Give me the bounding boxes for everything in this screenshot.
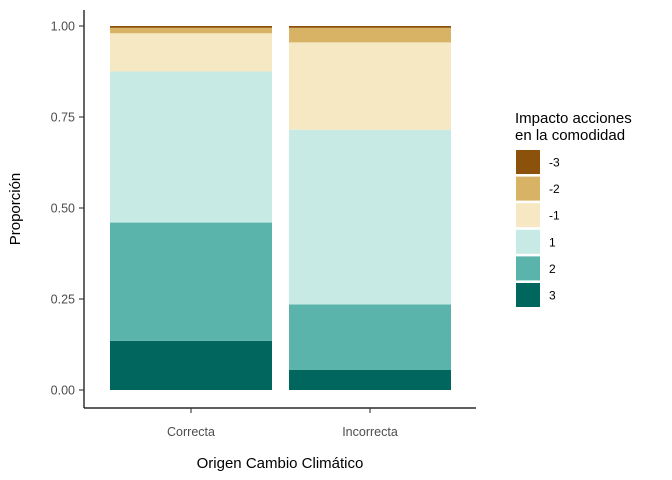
bars-group (110, 26, 451, 390)
bar-segment-1-series-1 (110, 26, 272, 28)
legend-key-5 (516, 256, 540, 281)
x-axis-title: Origen Cambio Climático (197, 455, 364, 472)
legend-title-line-2: en la comodidad (515, 127, 625, 144)
legend-key-1 (516, 150, 540, 174)
bar-segment-2-series-3 (289, 42, 451, 130)
bar-segment-2-series-1 (289, 26, 451, 28)
y-tick-label: 0.75 (51, 111, 75, 125)
x-tick-label: Correcta (167, 425, 215, 439)
y-axis-title: Proporción (7, 173, 24, 246)
legend-key-2 (516, 176, 540, 201)
legend-key-6 (516, 283, 540, 307)
bar-segment-2-series-6 (289, 369, 451, 390)
y-tick-label: 1.00 (51, 20, 75, 34)
legend-label-5: 2 (549, 262, 556, 276)
bar-segment-1-series-4 (110, 71, 272, 223)
legend-title-line-1: Impacto acciones (515, 110, 632, 127)
y-tick-label: 0.50 (51, 202, 75, 216)
y-tick-label: 0.25 (51, 293, 75, 307)
legend-items: -3 -2 -1 1 2 3 (516, 150, 560, 307)
bar-segment-2-series-4 (289, 129, 451, 305)
legend-key-4 (516, 229, 540, 254)
bar-segment-2-series-5 (289, 304, 451, 370)
x-tick-label: Incorrecta (342, 425, 398, 439)
axes-group (83, 10, 476, 409)
legend-label-4: 1 (549, 235, 556, 249)
legend: Impacto acciones en la comodidad -3 -2 -1 1… (515, 110, 632, 307)
bar-segment-1-series-5 (110, 222, 272, 341)
bar-segment-1-series-3 (110, 33, 272, 72)
legend-key-3 (516, 203, 540, 228)
legend-label-1: -3 (549, 156, 560, 170)
y-tick-label: 0.00 (51, 384, 75, 398)
legend-label-3: -1 (549, 209, 560, 223)
legend-label-6: 3 (549, 289, 556, 303)
y-ticks-group: 0.00 0.25 0.50 0.75 1.00 (51, 20, 84, 398)
bar-segment-1-series-6 (110, 340, 272, 390)
bar-segment-1-series-2 (110, 27, 272, 34)
legend-label-2: -2 (549, 182, 560, 196)
bar-segment-2-series-2 (289, 27, 451, 43)
x-ticks-group: Correcta Incorrecta (167, 408, 398, 439)
